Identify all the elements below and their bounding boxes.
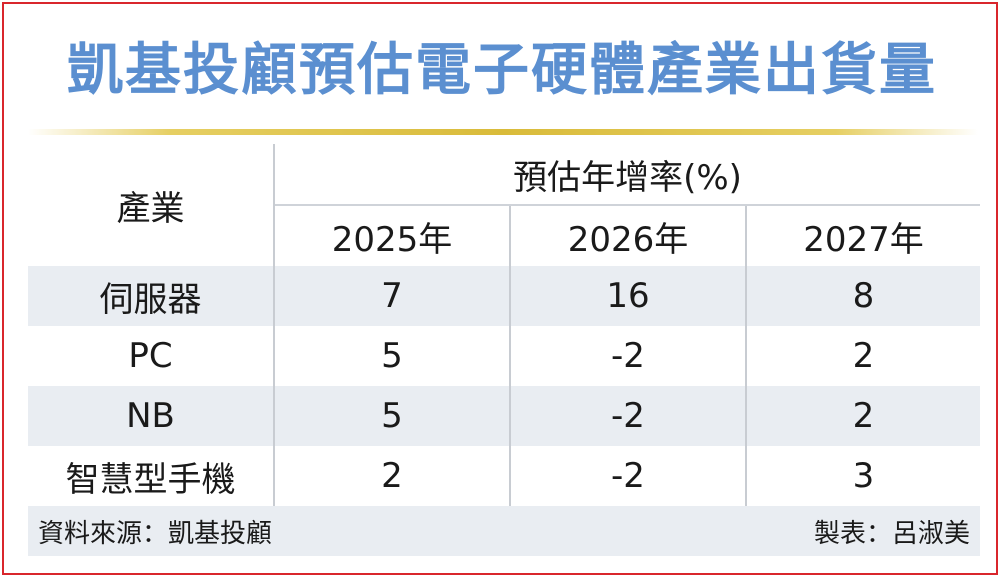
value-cell: 7	[274, 266, 510, 326]
value-cell: -2	[508, 386, 747, 446]
value-cell: -2	[508, 446, 747, 506]
industry-label: 智慧型手機	[28, 446, 275, 506]
header-row-2: 2025年 2026年 2027年	[28, 205, 980, 266]
value-cell: 16	[508, 266, 747, 326]
industry-label: PC	[28, 326, 275, 386]
value-cell: 5	[274, 386, 510, 446]
table-row: 伺服器 7 16 8	[28, 266, 980, 326]
value-cell: 5	[381, 336, 403, 376]
credit-note: 製表：呂淑美	[509, 506, 980, 556]
industry-label: 伺服器	[28, 266, 275, 326]
header-row-1: 產業 預估年增率(%)	[28, 144, 980, 266]
year-header: 2025年	[331, 219, 453, 260]
value-cell: 2	[852, 336, 875, 376]
year-header: 2026年	[508, 205, 747, 266]
page-title: 凱基投顧預估電子硬體產業出貨量	[67, 38, 937, 103]
growth-rate-header: 預估年增率(%)	[274, 144, 980, 206]
footer-row: 資料來源：凱基投顧 製表：呂淑美	[28, 506, 980, 556]
value-cell: 3	[852, 456, 875, 496]
industry-label: NB	[28, 386, 275, 446]
value-cell: 2	[745, 386, 980, 446]
table-row: PC 5 -2 2	[28, 326, 980, 386]
table-row: NB 5 -2 2	[28, 386, 980, 446]
growth-table: 產業 預估年增率(%) 2025年 2026年 2027年 伺服器 7 16 8…	[28, 144, 980, 556]
title-divider	[28, 129, 978, 135]
industry-header: 產業	[28, 144, 275, 266]
table-row: 智慧型手機 2 -2 3	[28, 446, 980, 506]
year-header: 2027年	[803, 219, 924, 260]
value-cell: 2	[381, 456, 403, 496]
source-note: 資料來源：凱基投顧	[28, 506, 510, 556]
value-cell: 8	[745, 266, 980, 326]
value-cell: -2	[508, 326, 747, 386]
